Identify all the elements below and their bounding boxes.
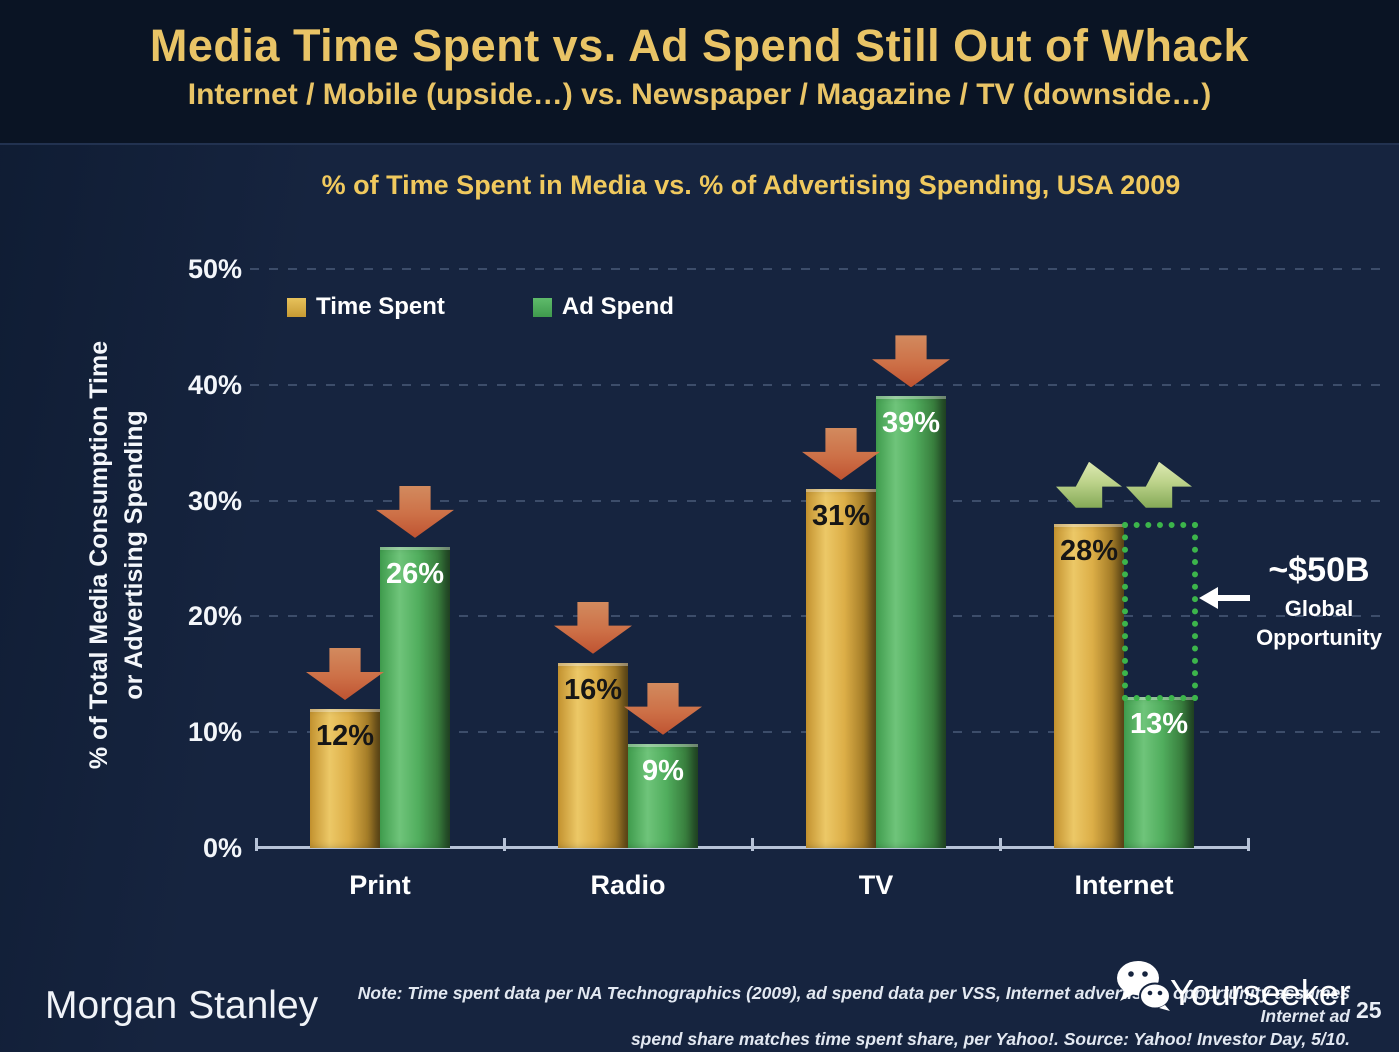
down-arrow-icon	[624, 682, 702, 735]
legend-swatch-time-spent-icon	[287, 297, 306, 317]
y-tick-label-50%: 50%	[187, 254, 242, 284]
opportunity-label: Global Opportunity	[1243, 594, 1395, 652]
x-axis-tick-3	[999, 838, 1002, 851]
bar-value-label: 13%	[1129, 708, 1189, 741]
category-label-radio: Radio	[590, 870, 666, 900]
legend-label-ad-spend: Ad Spend	[561, 293, 674, 320]
opportunity-annotation: ~$50B Global Opportunity	[1243, 550, 1395, 652]
down-arrow-icon	[306, 648, 384, 701]
legend-item-ad-spend: Ad Spend	[532, 293, 674, 321]
bar-value-label: 39%	[881, 407, 941, 440]
bar-value-label: 16%	[563, 673, 623, 706]
legend-item-time-spent: Time Spent	[287, 293, 445, 321]
bar-print-ad-spend: 26%	[380, 546, 450, 848]
y-tick-label-10%: 10%	[187, 717, 242, 748]
gridline-40%	[250, 383, 1390, 386]
x-axis-tick-2	[751, 838, 754, 851]
y-axis-title-line2: or Advertising Spending	[120, 410, 148, 700]
bar-value-label: 26%	[385, 557, 445, 590]
down-arrow-icon	[802, 428, 880, 481]
category-label-print: Print	[349, 870, 411, 900]
morgan-stanley-logo: Morgan Stanley	[45, 984, 319, 1027]
source-note: Note: Time spent data per NA Technograph…	[310, 982, 1350, 1051]
source-note-line1: Note: Time spent data per NA Technograph…	[357, 983, 1350, 1026]
bar-value-label: 9%	[642, 754, 684, 787]
bar-tv-time-spent: 31%	[806, 489, 876, 848]
watermark: Yourseeker	[1116, 960, 1351, 1014]
page-number: 25	[1356, 997, 1382, 1023]
gridline-50%	[250, 268, 1390, 270]
watermark-text: Yourseeker	[1170, 972, 1351, 1013]
bar-value-label: 12%	[315, 720, 375, 753]
slide-title: Media Time Spent vs. Ad Spend Still Out …	[149, 20, 1250, 71]
legend-label-time-spent: Time Spent	[316, 293, 445, 320]
bar-value-label: 31%	[811, 500, 871, 533]
y-tick-label-30%: 30%	[187, 485, 242, 516]
down-arrow-icon	[376, 485, 454, 538]
bar-radio-time-spent: 16%	[558, 662, 628, 848]
opportunity-value: ~$50B	[1268, 551, 1370, 589]
y-axis-title: % of Total Media Consumption Time or Adv…	[82, 341, 152, 769]
y-axis-title-line1: % of Total Media Consumption Time	[85, 340, 113, 770]
bar-value-label: 28%	[1059, 534, 1119, 567]
opportunity-label-line1: Global	[1284, 596, 1354, 621]
y-tick-label-40%: 40%	[187, 369, 242, 400]
legend-swatch-ad-spend-icon	[532, 297, 552, 317]
bar-print-time-spent: 12%	[310, 709, 380, 848]
bar-radio-ad-spend: 9%	[628, 743, 698, 848]
bar-internet-time-spent: 28%	[1054, 523, 1124, 848]
down-arrow-icon	[872, 335, 950, 388]
x-axis-tick-4	[1247, 838, 1250, 851]
category-label-tv: TV	[858, 870, 894, 900]
source-note-line2: spend share matches time spent share, pe…	[630, 1029, 1350, 1049]
down-arrow-icon	[554, 601, 632, 654]
y-tick-label-0%: 0%	[202, 833, 242, 863]
category-label-internet: Internet	[1074, 870, 1174, 900]
left-arrow-icon	[1199, 587, 1250, 609]
wechat-icon	[1117, 961, 1171, 1011]
bar-tv-ad-spend: 39%	[876, 396, 946, 848]
y-tick-label-20%: 20%	[187, 601, 242, 632]
legend: Time Spent Ad Spend	[287, 293, 674, 321]
slide-subtitle: Internet / Mobile (upside…) vs. Newspape…	[187, 78, 1212, 111]
opportunity-dotted-outline	[1122, 521, 1198, 702]
opportunity-label-line2: Opportunity	[1256, 625, 1382, 650]
chart-title: % of Time Spent in Media vs. % of Advert…	[321, 170, 1181, 200]
bar-internet-ad-spend: 13%	[1124, 697, 1194, 848]
title-band: Media Time Spent vs. Ad Spend Still Out …	[0, 0, 1399, 145]
x-axis-tick-1	[503, 838, 506, 851]
x-axis-tick-0	[255, 838, 258, 851]
